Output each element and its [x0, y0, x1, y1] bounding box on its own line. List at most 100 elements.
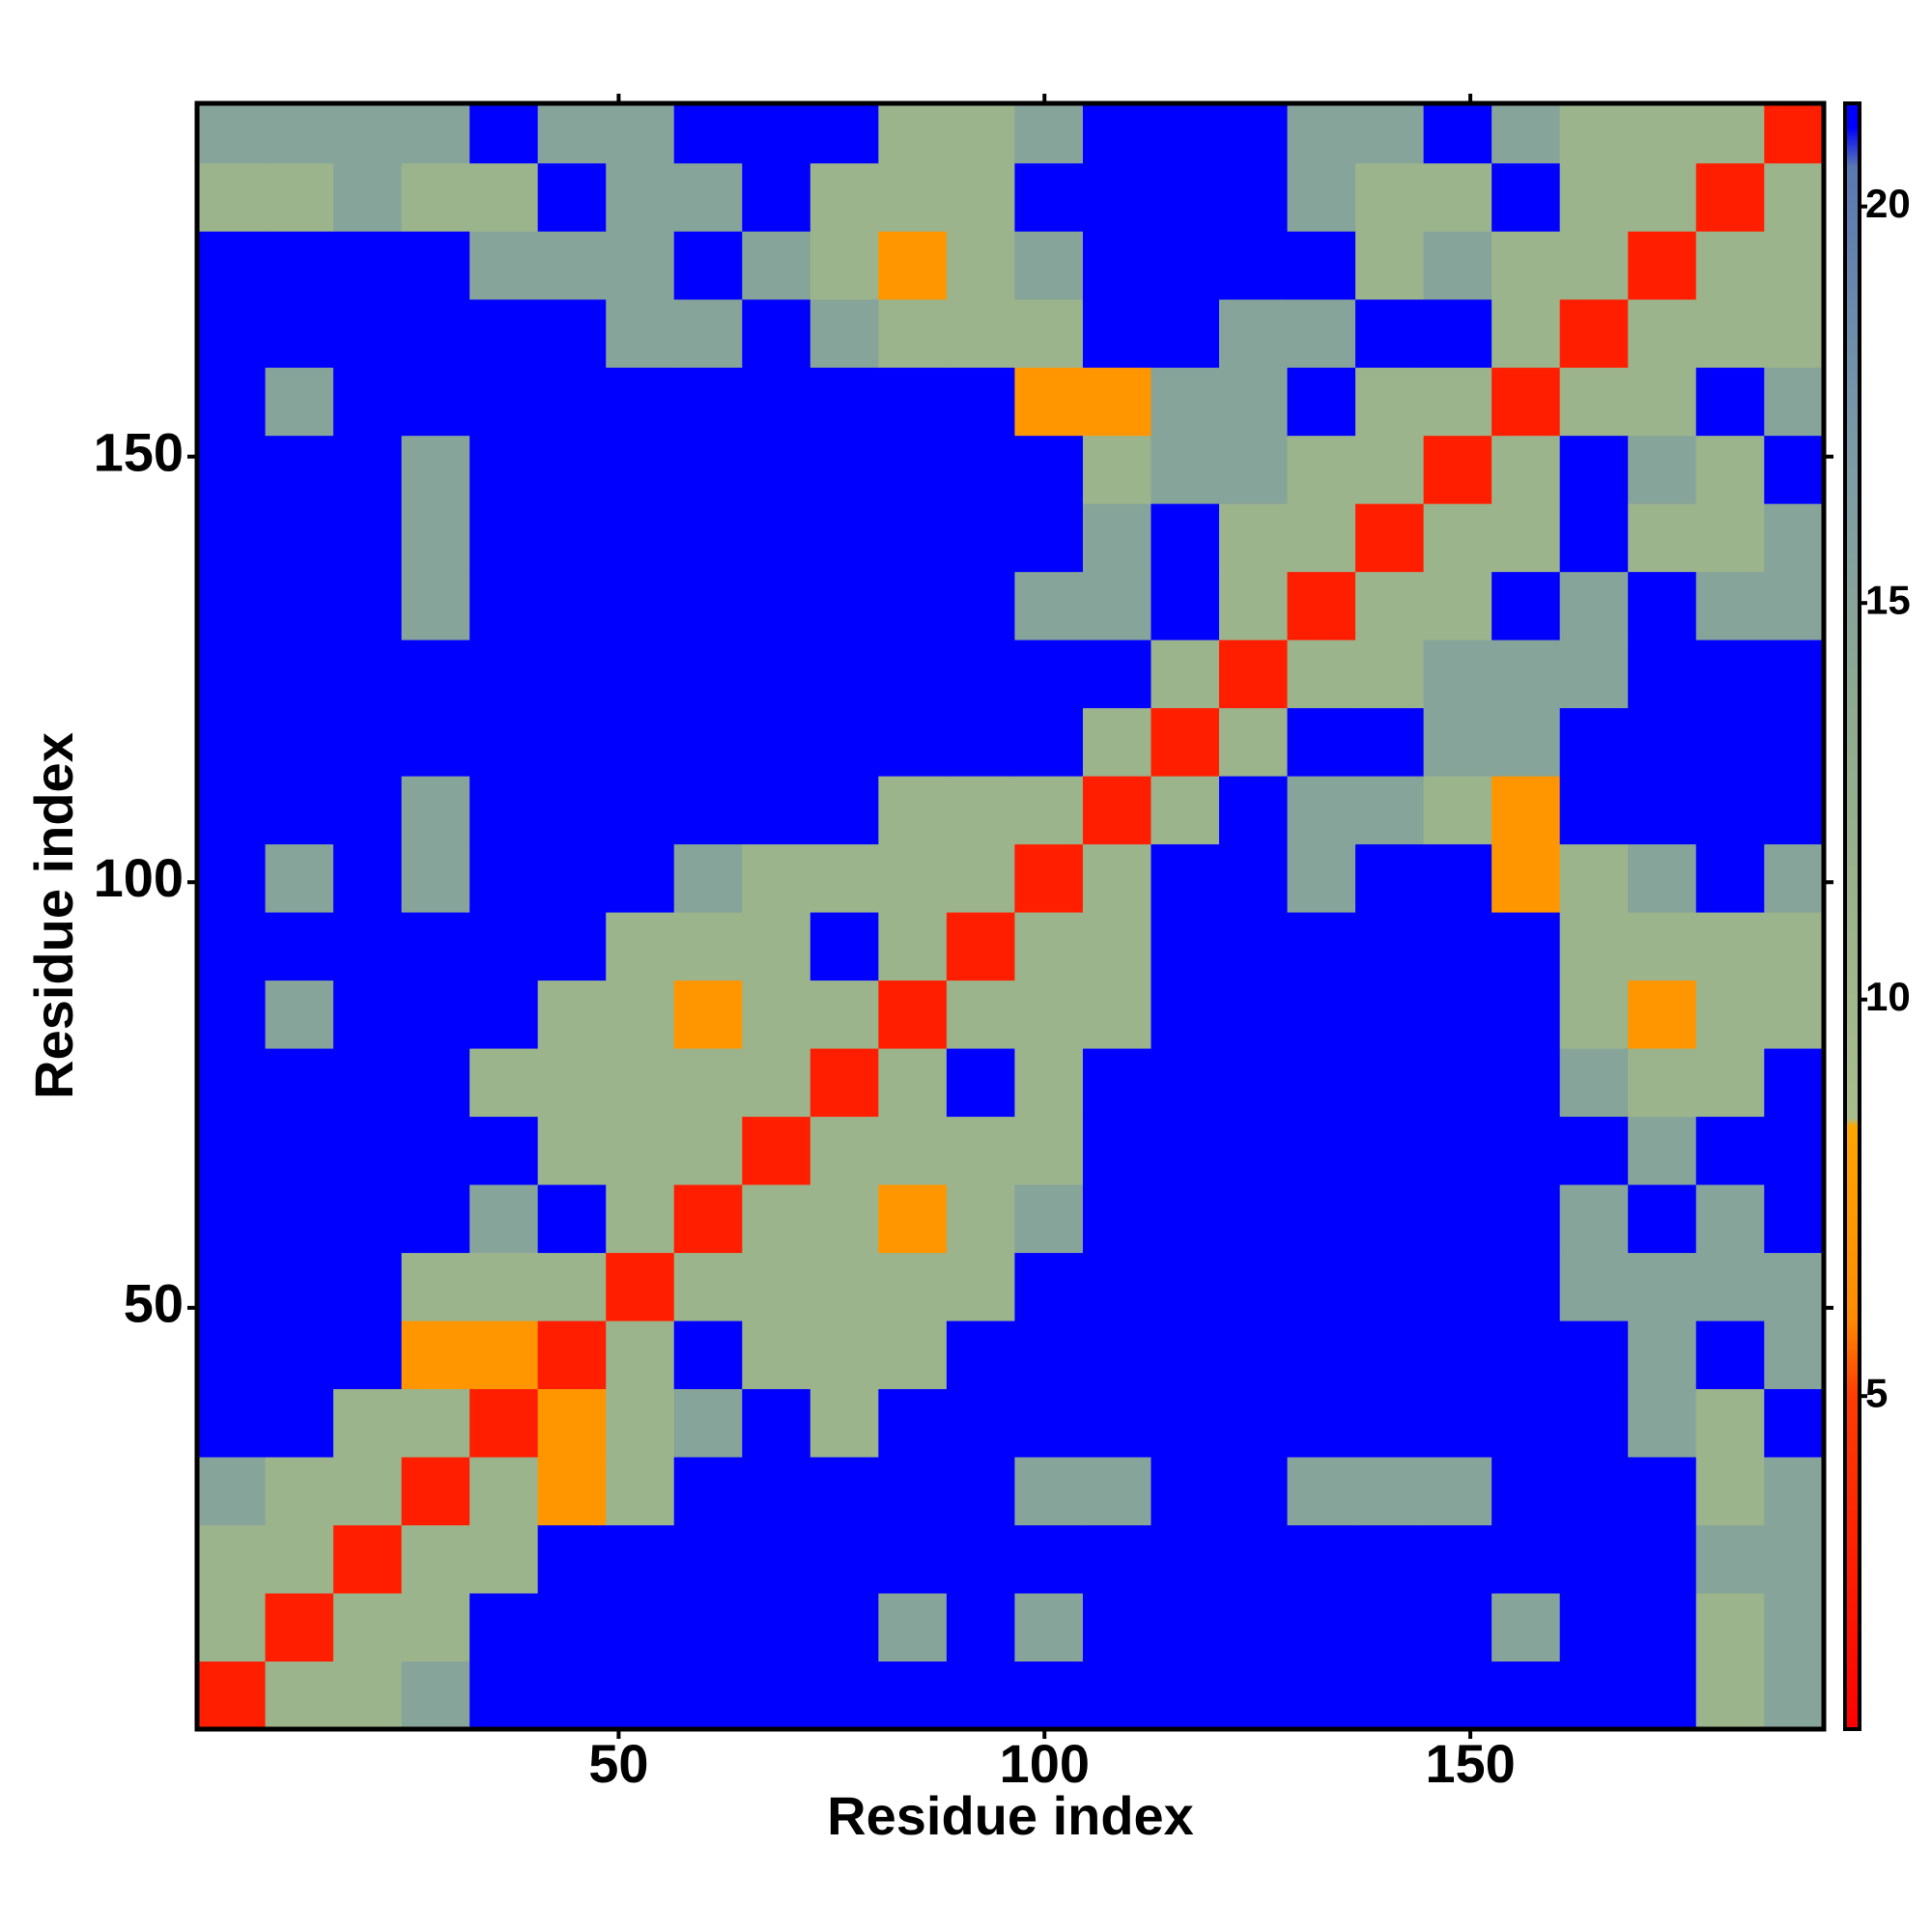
heatmap-cell	[673, 776, 743, 845]
heatmap-cell	[1764, 571, 1825, 640]
heatmap-cell	[1287, 707, 1356, 777]
heatmap-cell	[1628, 776, 1697, 845]
heatmap-cell	[673, 639, 743, 709]
heatmap-cell	[878, 503, 948, 573]
heatmap-cell	[606, 1388, 675, 1458]
heatmap-cell	[673, 707, 743, 777]
heatmap-cell	[1287, 1457, 1356, 1526]
heatmap-cell	[1287, 435, 1356, 504]
heatmap-cell	[1764, 1457, 1825, 1526]
heatmap-cell	[1219, 1593, 1289, 1662]
heatmap-cell	[1355, 571, 1425, 640]
heatmap-cell	[606, 1116, 675, 1185]
heatmap-cell	[1355, 298, 1425, 368]
heatmap-cell	[1082, 843, 1151, 913]
heatmap-cell	[946, 980, 1015, 1049]
heatmap-cell	[1151, 1457, 1220, 1526]
heatmap-cell	[1014, 571, 1084, 640]
heatmap-cell	[1423, 367, 1492, 437]
heatmap-cell	[673, 298, 743, 368]
heatmap-cell	[1559, 1524, 1629, 1594]
heatmap-cell	[1082, 1457, 1151, 1526]
heatmap-cell	[1082, 1321, 1151, 1390]
heatmap-cell	[1219, 1661, 1289, 1730]
heatmap-cell	[333, 980, 403, 1049]
heatmap-cell	[742, 231, 811, 300]
heatmap-cell	[1492, 776, 1561, 845]
heatmap-cell	[946, 1593, 1015, 1662]
heatmap-cell	[469, 1116, 539, 1185]
heatmap-cell	[1151, 103, 1220, 164]
heatmap-cell	[1423, 103, 1492, 164]
heatmap-cell	[197, 707, 267, 777]
heatmap-cell	[469, 1388, 539, 1458]
heatmap-cell	[1219, 1524, 1289, 1594]
heatmap-cell	[1423, 1184, 1492, 1254]
heatmap-cell	[197, 1116, 267, 1185]
heatmap-cell	[401, 912, 470, 981]
heatmap-cell	[197, 776, 267, 845]
heatmap-cell	[1628, 435, 1697, 504]
heatmap-cell	[1695, 435, 1765, 504]
heatmap-cell	[1151, 707, 1220, 777]
heatmap-cell	[1764, 298, 1825, 368]
heatmap-cell	[742, 843, 811, 913]
heatmap-cell	[1764, 1116, 1825, 1185]
heatmap-cell	[1695, 1321, 1765, 1390]
heatmap-cell	[946, 1524, 1015, 1594]
heatmap-cell	[265, 1321, 334, 1390]
heatmap-cell	[401, 843, 470, 913]
heatmap-cell	[1695, 1048, 1765, 1118]
heatmap-cell	[1014, 639, 1084, 709]
heatmap-cell	[333, 503, 403, 573]
heatmap-cell	[1014, 1661, 1084, 1730]
heatmap-cell	[197, 1593, 267, 1662]
heatmap-cell	[673, 1457, 743, 1526]
heatmap-cell	[1559, 1661, 1629, 1730]
heatmap-cell	[401, 1184, 470, 1254]
heatmap-cell	[810, 1321, 879, 1390]
y-tick-label: 150	[94, 421, 184, 482]
heatmap-cell	[810, 776, 879, 845]
heatmap-cell	[333, 435, 403, 504]
heatmap-cell	[537, 1457, 607, 1526]
heatmap-cell	[1355, 503, 1425, 573]
heatmap-cell	[810, 367, 879, 437]
heatmap-cell	[1764, 367, 1825, 437]
heatmap-cell	[469, 231, 539, 300]
heatmap-cell	[673, 1388, 743, 1458]
heatmap-cell	[1014, 162, 1084, 232]
heatmap-cell	[1423, 1252, 1492, 1321]
heatmap-cell	[1764, 1593, 1825, 1662]
heatmap-cell	[1287, 1252, 1356, 1321]
heatmap-cell	[1014, 1116, 1084, 1185]
heatmap-cell	[537, 1388, 607, 1458]
heatmap-cell	[742, 367, 811, 437]
heatmap-cell	[1423, 1048, 1492, 1118]
heatmap-cell	[401, 1252, 470, 1321]
x-tick-label: 100	[1000, 1733, 1090, 1794]
heatmap-cell	[1492, 1388, 1561, 1458]
heatmap-cell	[606, 571, 675, 640]
heatmap-cell	[1219, 1184, 1289, 1254]
heatmap-cell	[946, 435, 1015, 504]
heatmap-cell	[810, 1252, 879, 1321]
heatmap-cell	[1151, 367, 1220, 437]
heatmap-cell	[1423, 1388, 1492, 1458]
heatmap-cell	[1492, 367, 1561, 437]
heatmap-cell	[810, 1048, 879, 1118]
heatmap-cell	[1695, 1457, 1765, 1526]
heatmap-cell	[401, 367, 470, 437]
heatmap-cell	[1014, 1321, 1084, 1390]
heatmap-cell	[469, 1457, 539, 1526]
heatmap-cell	[1355, 1184, 1425, 1254]
heatmap-cell	[606, 776, 675, 845]
heatmap-cell	[1559, 980, 1629, 1049]
heatmap-cell	[1764, 1048, 1825, 1118]
heatmap-cell	[878, 1661, 948, 1730]
heatmap-cell	[537, 843, 607, 913]
heatmap-cell	[1423, 298, 1492, 368]
heatmap-cell	[810, 571, 879, 640]
heatmap-cell	[1695, 980, 1765, 1049]
